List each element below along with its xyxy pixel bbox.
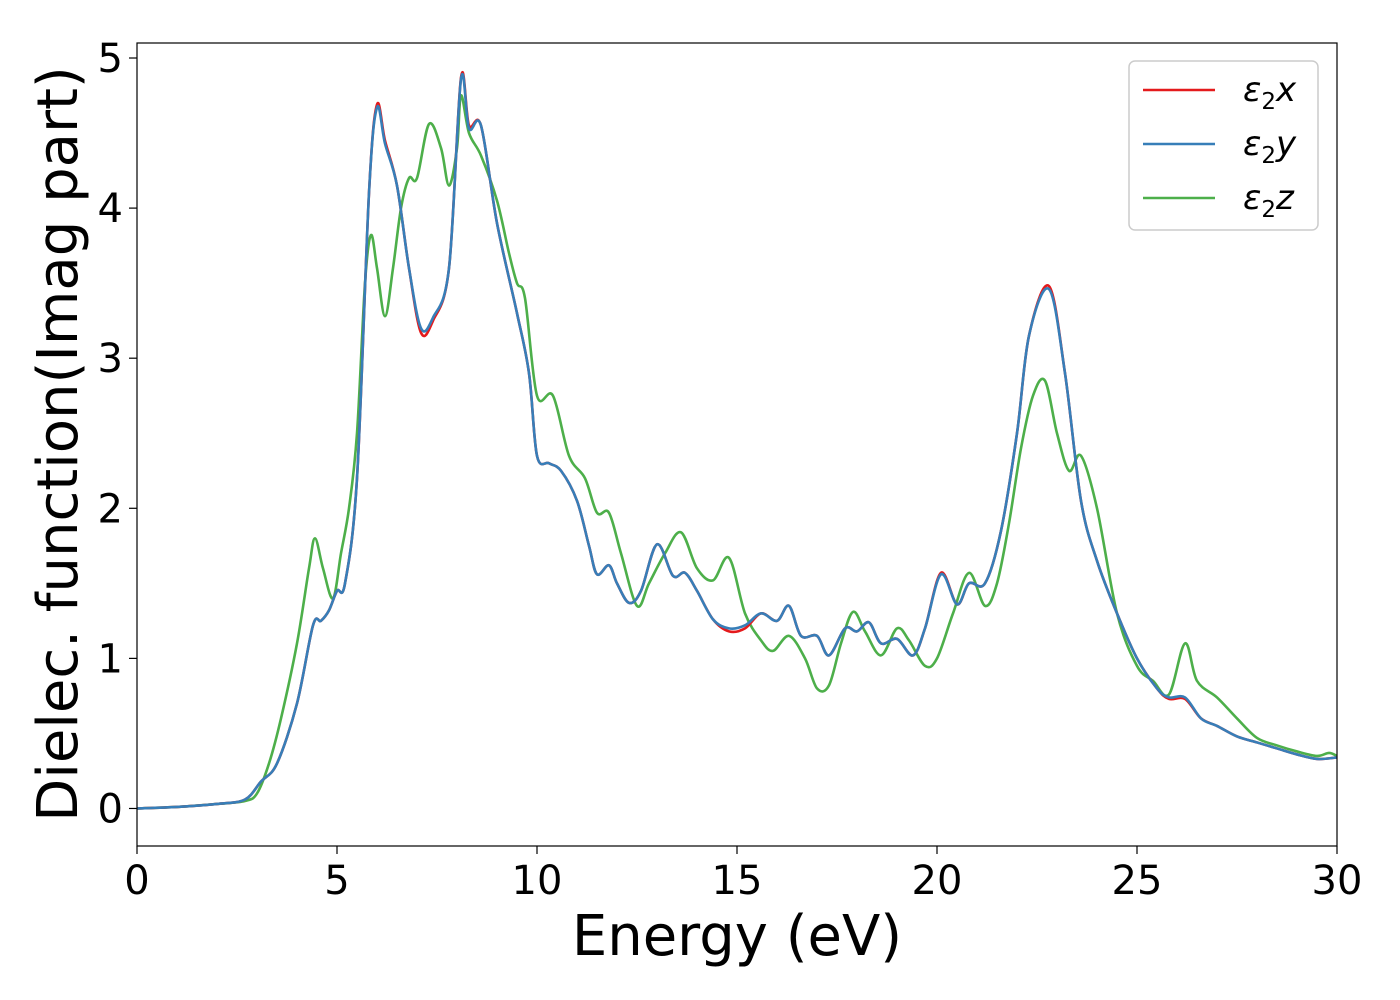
y-tick-label: 2 <box>98 486 123 532</box>
legend-label: ε2y <box>1243 124 1297 169</box>
x-tick-label: 25 <box>1112 858 1163 904</box>
legend-label: ε2z <box>1243 178 1295 223</box>
x-tick-label: 20 <box>912 858 963 904</box>
legend: ε2x ε2y ε2z <box>1128 60 1319 231</box>
y-axis-title: Dielec. function(Imag part) <box>26 66 91 822</box>
ticks-layer: 0 5 10 15 20 25 30 0 1 2 3 4 5 <box>98 36 1363 904</box>
y-tick-label: 5 <box>98 36 123 82</box>
x-tick-label: 0 <box>124 858 149 904</box>
y-tick-label: 4 <box>98 186 123 232</box>
series-line-z <box>137 94 1337 810</box>
x-tick-label: 30 <box>1312 858 1363 904</box>
legend-box <box>1128 60 1319 231</box>
series-line-y <box>137 73 1337 810</box>
legend-entry-x: ε2x <box>1143 70 1297 115</box>
y-tick-label: 0 <box>98 786 123 832</box>
y-tick-label: 3 <box>98 336 123 382</box>
series-layer <box>137 71 1337 810</box>
x-tick-label: 10 <box>512 858 563 904</box>
y-tick-label: 1 <box>98 636 123 682</box>
x-tick-label: 5 <box>324 858 349 904</box>
x-axis-title: Energy (eV) <box>572 904 902 969</box>
legend-entry-z: ε2z <box>1143 178 1295 223</box>
legend-entry-y: ε2y <box>1143 124 1297 169</box>
legend-label: ε2x <box>1243 70 1297 115</box>
x-tick-label: 15 <box>712 858 763 904</box>
